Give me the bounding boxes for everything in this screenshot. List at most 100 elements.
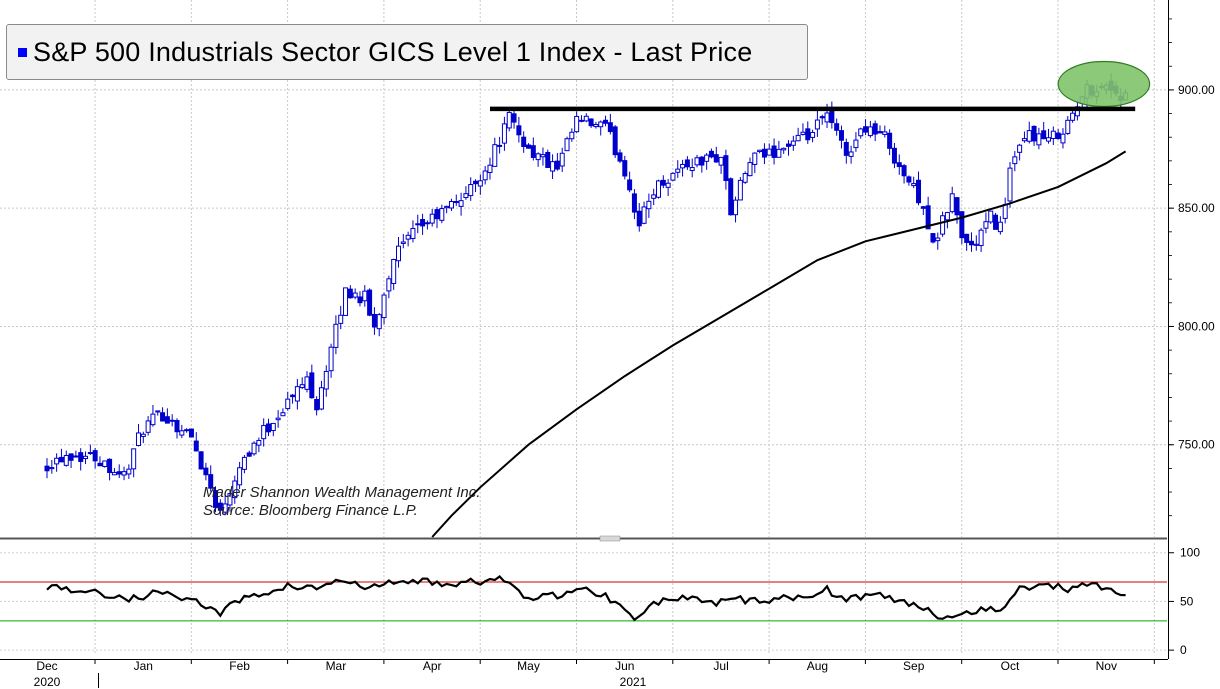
candle-body-down [863,126,869,133]
candle [111,468,117,476]
candle-body-up [328,346,334,372]
source-watermark: Mader Shannon Wealth Management Inc. Sou… [203,484,480,520]
candle-body-up [444,205,450,209]
candle [1007,161,1013,208]
candle [723,149,729,190]
candle [771,138,777,165]
candle-body-up [656,180,662,198]
candle-body-up [376,314,382,330]
candle-body-up [569,131,575,140]
candle-body-up [299,384,305,389]
candle [699,155,705,173]
candle [49,460,55,474]
candle [887,129,893,156]
x-tick-label: Jan [134,659,153,673]
candle [1026,121,1032,144]
candle-body-down [453,201,459,204]
candle [371,307,377,335]
candle [622,155,628,180]
candle-body-up [63,454,69,466]
candle-body-down [367,289,373,316]
candle-body-up [540,154,546,158]
candle [241,455,247,474]
candle-body-down [954,197,960,216]
candle [323,365,329,397]
candle [83,451,89,465]
candle [526,143,531,149]
candle-body-up [800,131,806,135]
candle [439,204,445,224]
candle [304,371,310,393]
candle-body-up [155,410,161,413]
candle-body-down [588,118,594,127]
candle-body-up [222,503,228,513]
candle [718,156,724,174]
candle [665,179,671,196]
candle-body-up [747,162,753,177]
candle [150,404,156,427]
candle-body-up [251,442,257,455]
candle [222,495,228,516]
candle [256,437,262,453]
x-tick-label: Aug [807,659,828,673]
candle-body-down [723,155,729,181]
candle [636,203,642,232]
candle-body-up [343,287,349,316]
candle [126,464,132,479]
candle-body-up [400,241,406,244]
candle-body-up [988,210,994,223]
candle-body-up [179,430,185,436]
candle-body-up [338,314,344,324]
candle [184,428,190,433]
candle [420,213,426,235]
candle-body-up [978,229,984,247]
x-tick-label: Jun [615,659,634,673]
candle [617,149,623,164]
y-tick-label: 900.00 [1178,83,1215,97]
candle-body-up [323,370,329,390]
candle [357,291,363,307]
candle [574,111,580,133]
candle-body-down [920,206,926,209]
candle-body-up [718,156,724,166]
candle-body-down [164,416,170,424]
candle [964,233,970,251]
candle-body-up [333,323,339,348]
candle [689,158,695,178]
candle [63,450,69,467]
candle [463,186,469,200]
candle-body-down [68,453,74,461]
candle-body-down [58,456,64,463]
candle-body-down [188,428,194,438]
candle [776,140,782,158]
candle-body-up [275,417,281,421]
candle [901,164,907,184]
candle-body-up [468,184,474,197]
candle-body-up [694,157,700,166]
candle [795,127,801,142]
candle-body-up [1065,119,1071,134]
candle-body-up [424,222,430,225]
candle [631,189,637,220]
candle [107,458,113,481]
candle [468,177,474,201]
candle [578,115,584,123]
candle-body-down [872,123,878,135]
candle [58,448,64,463]
candle-body-up [858,128,864,137]
candle [246,450,252,457]
candle [164,408,170,424]
moving-average-line [431,150,1127,538]
legend-swatch [18,47,27,57]
x-tick-label: Nov [1096,659,1117,673]
candle [713,146,719,163]
candle [391,258,397,290]
candle-body-up [935,237,941,242]
candle [1017,143,1023,161]
candle-body-up [150,413,156,426]
candle [429,208,435,227]
candle-body-down [217,502,223,511]
candle [376,312,382,337]
candle [627,171,633,193]
candle [805,121,811,144]
